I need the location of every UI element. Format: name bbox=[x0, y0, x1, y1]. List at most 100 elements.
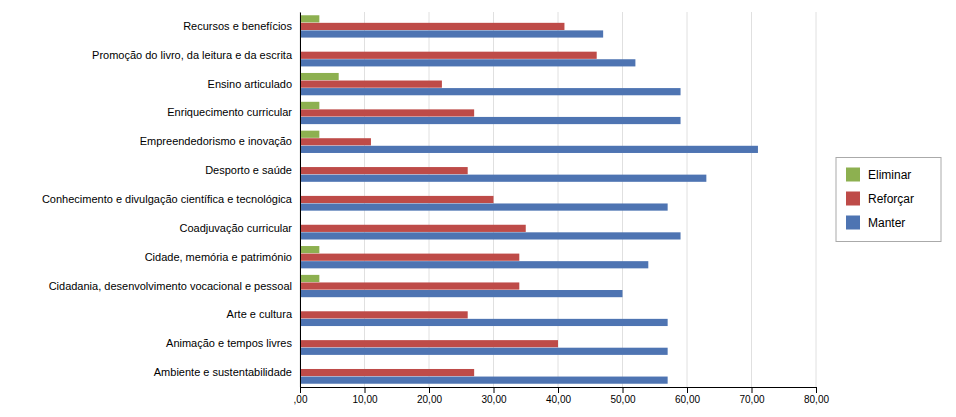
bar bbox=[300, 254, 519, 261]
x-tick-label: 30,00 bbox=[481, 394, 506, 405]
legend-label: Manter bbox=[868, 216, 905, 230]
bar bbox=[300, 88, 681, 95]
x-tick: 30,00 bbox=[481, 387, 506, 405]
bar bbox=[300, 340, 558, 347]
x-tick-mark bbox=[494, 387, 495, 393]
bar bbox=[300, 232, 681, 239]
x-tick-label: 10,00 bbox=[352, 394, 377, 405]
legend: Eliminar Reforçar Manter bbox=[836, 158, 941, 242]
y-tick: Enriquecimento curricular bbox=[167, 106, 300, 118]
y-tick-label: Ambiente e sustentabilidade bbox=[154, 366, 292, 378]
y-tick: Promoção do livro, da leitura e da escri… bbox=[92, 49, 300, 61]
bars bbox=[300, 15, 758, 383]
chart: ,00 10,00 20,00 30,00 40,00 50,00 60,00 70,00 80… bbox=[0, 0, 956, 417]
x-tick-label: 20,00 bbox=[417, 394, 442, 405]
x-tick-mark bbox=[752, 387, 753, 393]
grid bbox=[300, 12, 816, 387]
x-tick-mark bbox=[623, 387, 624, 393]
bar bbox=[300, 348, 668, 355]
y-tick-label: Cidade, memória e património bbox=[145, 251, 292, 263]
grid-line bbox=[622, 12, 623, 387]
legend-swatch bbox=[846, 168, 860, 182]
x-tick: 80,00 bbox=[804, 387, 829, 405]
x-tick: 20,00 bbox=[417, 387, 442, 405]
y-tick: Conhecimento e divulgação científica e t… bbox=[42, 193, 300, 205]
x-axis-line bbox=[301, 388, 817, 394]
bar bbox=[300, 246, 319, 253]
plot: ,00 10,00 20,00 30,00 40,00 50,00 60,00 70,00 80… bbox=[42, 12, 941, 405]
y-axis: Recursos e benefícios Promoção do livro, … bbox=[42, 13, 301, 388]
legend-label: Reforçar bbox=[868, 192, 914, 206]
x-tick: 40,00 bbox=[546, 387, 571, 405]
y-tick: Arte e cultura bbox=[227, 308, 300, 320]
bar bbox=[300, 15, 319, 22]
x-tick: 50,00 bbox=[610, 387, 635, 405]
bar bbox=[300, 52, 597, 59]
y-tick-label: Recursos e benefícios bbox=[183, 20, 292, 32]
y-tick: Animação e tempos livres bbox=[166, 337, 300, 349]
grid-line bbox=[687, 12, 688, 387]
y-tick: Ensino articulado bbox=[208, 78, 300, 90]
legend-frame bbox=[836, 158, 941, 242]
y-tick-label: Coadjuvação curricular bbox=[180, 222, 293, 234]
bar bbox=[300, 261, 648, 268]
bar bbox=[300, 377, 668, 384]
x-tick-label: 70,00 bbox=[739, 394, 764, 405]
y-tick: Empreendedorismo e inovação bbox=[140, 135, 300, 147]
x-tick: 70,00 bbox=[739, 387, 764, 405]
grid-line bbox=[816, 12, 817, 387]
x-axis: ,00 10,00 20,00 30,00 40,00 50,00 60,00 70,00 80… bbox=[294, 387, 830, 405]
bar bbox=[300, 102, 319, 109]
legend-label: Eliminar bbox=[868, 168, 911, 182]
x-tick-mark bbox=[365, 387, 366, 393]
x-tick-label: 40,00 bbox=[546, 394, 571, 405]
y-tick-label: Arte e cultura bbox=[227, 308, 293, 320]
bar bbox=[300, 275, 319, 282]
x-tick-label: 80,00 bbox=[804, 394, 829, 405]
legend-swatch bbox=[846, 216, 860, 230]
bar bbox=[300, 369, 474, 376]
legend-item: Eliminar bbox=[846, 168, 911, 182]
bar bbox=[300, 117, 681, 124]
y-tick: Coadjuvação curricular bbox=[180, 222, 301, 234]
bar bbox=[300, 282, 519, 289]
bar bbox=[300, 175, 706, 182]
grid-line bbox=[558, 12, 559, 387]
x-tick: ,00 bbox=[294, 387, 308, 405]
legend-item: Reforçar bbox=[846, 192, 914, 206]
x-tick-mark bbox=[687, 387, 688, 393]
x-tick-mark bbox=[816, 387, 817, 393]
y-axis-line bbox=[300, 13, 301, 388]
bar bbox=[300, 81, 442, 88]
y-tick-label: Conhecimento e divulgação científica e t… bbox=[42, 193, 293, 205]
bar bbox=[300, 311, 468, 318]
y-tick: Ambiente e sustentabilidade bbox=[154, 366, 300, 378]
x-tick: 60,00 bbox=[675, 387, 700, 405]
bar bbox=[300, 167, 468, 174]
bar bbox=[300, 131, 319, 138]
y-tick-label: Promoção do livro, da leitura e da escri… bbox=[92, 49, 293, 61]
y-tick: Cidadania, desenvolvimento vocacional e … bbox=[49, 280, 300, 292]
y-tick: Recursos e benefícios bbox=[183, 20, 300, 32]
y-tick-label: Ensino articulado bbox=[208, 78, 292, 90]
bar bbox=[300, 225, 526, 232]
legend-swatch bbox=[846, 192, 860, 206]
legend-item: Manter bbox=[846, 216, 905, 230]
bar bbox=[300, 138, 371, 145]
y-tick-label: Empreendedorismo e inovação bbox=[140, 135, 292, 147]
y-tick: Desporto e saúde bbox=[205, 164, 300, 176]
grid-line bbox=[751, 12, 752, 387]
x-tick-mark bbox=[558, 387, 559, 393]
x-tick-label: ,00 bbox=[294, 394, 308, 405]
bar-series bbox=[300, 30, 758, 383]
x-tick-mark bbox=[429, 387, 430, 393]
bar bbox=[300, 30, 603, 37]
bar bbox=[300, 23, 564, 30]
bar bbox=[300, 319, 668, 326]
x-tick-label: 50,00 bbox=[610, 394, 635, 405]
bar bbox=[300, 109, 474, 116]
y-tick-label: Cidadania, desenvolvimento vocacional e … bbox=[49, 280, 292, 292]
bar bbox=[300, 203, 668, 210]
bar bbox=[300, 73, 339, 80]
y-tick-label: Desporto e saúde bbox=[205, 164, 292, 176]
